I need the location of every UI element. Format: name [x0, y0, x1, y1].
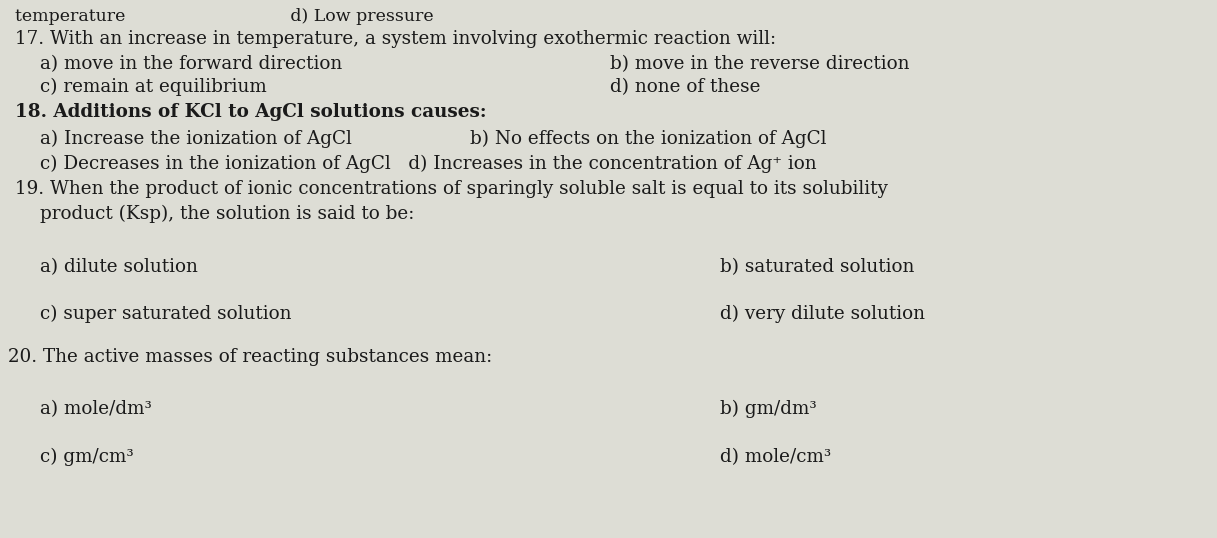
Text: c) Decreases in the ionization of AgCl   d) Increases in the concentration of Ag: c) Decreases in the ionization of AgCl d… — [40, 155, 817, 173]
Text: b) gm/dm³: b) gm/dm³ — [720, 400, 817, 418]
Text: d) very dilute solution: d) very dilute solution — [720, 305, 925, 323]
Text: a) mole/dm³: a) mole/dm³ — [40, 400, 152, 418]
Text: b) move in the reverse direction: b) move in the reverse direction — [610, 55, 909, 73]
Text: c) remain at equilibrium: c) remain at equilibrium — [40, 78, 267, 96]
Text: b) No effects on the ionization of AgCl: b) No effects on the ionization of AgCl — [470, 130, 826, 148]
Text: a) move in the forward direction: a) move in the forward direction — [40, 55, 342, 73]
Text: 17. With an increase in temperature, a system involving exothermic reaction will: 17. With an increase in temperature, a s… — [15, 30, 776, 48]
Text: product (Ksp), the solution is said to be:: product (Ksp), the solution is said to b… — [40, 205, 414, 223]
Text: 20. The active masses of reacting substances mean:: 20. The active masses of reacting substa… — [9, 348, 492, 366]
Text: c) super saturated solution: c) super saturated solution — [40, 305, 292, 323]
Text: 18. Additions of KCl to AgCl solutions causes:: 18. Additions of KCl to AgCl solutions c… — [15, 103, 487, 121]
Text: temperature                              d) Low pressure: temperature d) Low pressure — [15, 8, 433, 25]
Text: a) Increase the ionization of AgCl: a) Increase the ionization of AgCl — [40, 130, 352, 148]
Text: a) dilute solution: a) dilute solution — [40, 258, 198, 276]
Text: c) gm/cm³: c) gm/cm³ — [40, 448, 134, 466]
Text: d) mole/cm³: d) mole/cm³ — [720, 448, 831, 466]
Text: d) none of these: d) none of these — [610, 78, 761, 96]
Text: 19. When the product of ionic concentrations of sparingly soluble salt is equal : 19. When the product of ionic concentrat… — [15, 180, 888, 198]
Text: b) saturated solution: b) saturated solution — [720, 258, 914, 276]
